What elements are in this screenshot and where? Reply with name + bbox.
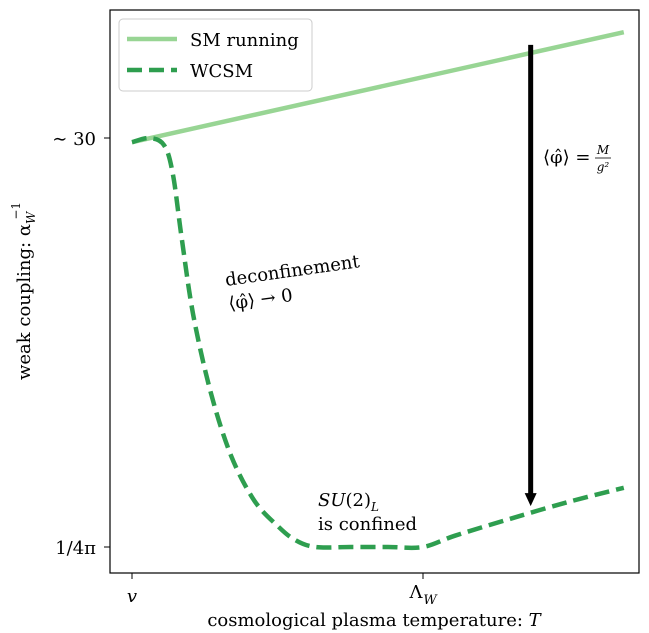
vev-annotation: ⟨φ̂⟩ = M g² xyxy=(543,143,611,174)
xtick-label-lambda: Λ xyxy=(409,582,424,603)
plot-frame xyxy=(109,9,640,574)
vev-arrow xyxy=(524,44,537,507)
legend: SM running WCSM xyxy=(118,18,313,92)
svg-text:SU(2)L: SU(2)L xyxy=(318,490,379,514)
wcsm-line xyxy=(131,135,625,551)
svg-text:M: M xyxy=(596,143,610,157)
ytick-label-4pi: 1/4π xyxy=(55,538,96,559)
deconfinement-annotation: deconfinement ⟨φ̂⟩ → 0 xyxy=(224,251,362,315)
xtick-label-v: v xyxy=(127,586,137,607)
legend-wcsm-label: WCSM xyxy=(190,61,253,82)
x-axis-label: cosmological plasma temperature: T xyxy=(207,610,542,631)
ytick-label-30: ∼ 30 xyxy=(52,129,96,150)
y-axis-label: weak coupling: αW−1 xyxy=(9,202,38,380)
xtick-label-lambda-sub: W xyxy=(423,593,438,608)
svg-text:g²: g² xyxy=(597,160,610,174)
svg-text:is confined: is confined xyxy=(318,514,417,535)
legend-sm-label: SM running xyxy=(190,30,299,51)
svg-text:⟨φ̂⟩ =: ⟨φ̂⟩ = xyxy=(543,147,590,168)
svg-text:weak coupling: αW−1: weak coupling: αW−1 xyxy=(9,202,38,380)
svg-text:deconfinement: deconfinement xyxy=(224,251,362,291)
sm-running-line xyxy=(131,30,625,145)
confined-annotation: SU(2)L is confined xyxy=(318,490,417,535)
